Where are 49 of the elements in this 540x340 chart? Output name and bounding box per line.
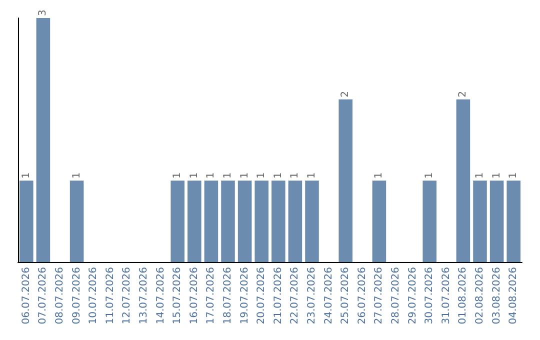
x-tick-label: 28.07.2026 bbox=[390, 267, 402, 324]
data-label: 1 bbox=[374, 172, 385, 179]
x-tick-label: 09.07.2026 bbox=[71, 267, 82, 324]
x-tick-label: 21.07.2026 bbox=[272, 267, 284, 324]
data-label: 1 bbox=[188, 172, 200, 179]
x-tick-label: 18.07.2026 bbox=[222, 267, 234, 324]
data-label: 1 bbox=[424, 172, 436, 179]
x-tick-label: 02.08.2026 bbox=[474, 267, 486, 324]
x-tick-label: 10.07.2026 bbox=[88, 267, 100, 324]
x-tick-label: 20.07.2026 bbox=[256, 267, 268, 324]
x-tick-label: 26.07.2026 bbox=[356, 267, 368, 324]
x-tick-label: 01.08.2026 bbox=[458, 267, 469, 324]
x-tick-label: 24.07.2026 bbox=[323, 267, 334, 324]
data-label: 1 bbox=[239, 172, 250, 179]
data-label: 3 bbox=[38, 10, 49, 16]
data-label: 1 bbox=[256, 172, 268, 179]
x-tick-label: 12.07.2026 bbox=[122, 267, 133, 324]
data-label: 1 bbox=[222, 172, 234, 179]
data-label: 1 bbox=[491, 172, 502, 179]
x-tick-label: 17.07.2026 bbox=[206, 267, 217, 324]
x-tick-label: 22.07.2026 bbox=[290, 267, 301, 324]
x-tick-label: 14.07.2026 bbox=[155, 267, 166, 324]
data-label: 1 bbox=[172, 172, 184, 179]
data-label: 1 bbox=[290, 172, 301, 179]
x-tick-label: 31.07.2026 bbox=[440, 267, 452, 324]
data-label: 1 bbox=[272, 172, 284, 179]
x-tick-label: 04.08.2026 bbox=[508, 267, 520, 324]
x-tick-label: 13.07.2026 bbox=[138, 267, 150, 324]
x-tick-label: 07.07.2026 bbox=[38, 267, 49, 324]
x-tick-label: 16.07.2026 bbox=[188, 267, 200, 324]
data-label: 1 bbox=[71, 172, 82, 179]
data-label: 2 bbox=[340, 90, 352, 98]
x-tick-label: 25.07.2026 bbox=[340, 267, 352, 324]
data-label: 2 bbox=[458, 90, 469, 98]
x-tick-label: 06.07.2026 bbox=[20, 267, 32, 324]
data-label: 1 bbox=[206, 172, 217, 179]
x-tick-label: 08.07.2026 bbox=[54, 267, 66, 324]
x-tick-label: 29.07.2026 bbox=[407, 267, 418, 324]
x-tick-label: 15.07.2026 bbox=[172, 267, 184, 324]
x-tick-label: 30.07.2026 bbox=[424, 267, 436, 324]
data-label: 1 bbox=[20, 172, 32, 179]
x-tick-label: 03.08.2026 bbox=[491, 267, 502, 324]
x-tick-label: 11.07.2026 bbox=[104, 267, 116, 324]
x-tick-label: 27.07.2026 bbox=[374, 267, 385, 324]
data-label: 1 bbox=[508, 172, 520, 179]
x-tick-label: 23.07.2026 bbox=[306, 267, 318, 324]
data-label: 1 bbox=[474, 172, 486, 179]
data-label: 1 bbox=[306, 172, 318, 179]
x-tick-label: 19.07.2026 bbox=[239, 267, 250, 324]
